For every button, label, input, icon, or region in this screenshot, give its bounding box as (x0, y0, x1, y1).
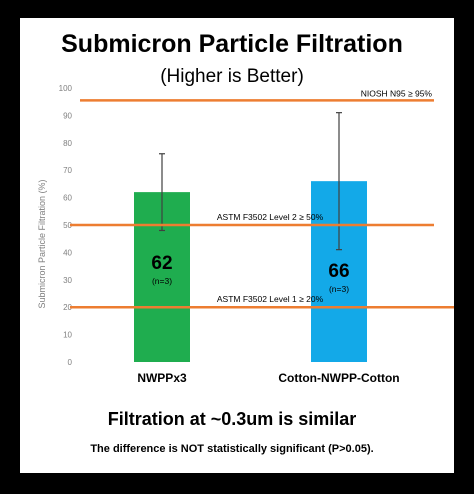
y-tick-label: 40 (63, 248, 72, 257)
y-tick-label: 100 (59, 84, 73, 93)
x-axis-categories: NWPPx3 Cotton-NWPP-Cotton (137, 371, 399, 385)
y-tick-label: 20 (63, 303, 72, 312)
annotation-similar: Filtration at ~0.3um is similar (108, 409, 357, 429)
data-label-n: (n=3) (329, 284, 349, 294)
error-bars (159, 112, 342, 251)
x-category-label: Cotton-NWPP-Cotton (278, 371, 399, 385)
chart-panel: Submicron Particle Filtration (Higher is… (20, 18, 454, 473)
chart-title: Submicron Particle Filtration (61, 30, 403, 58)
y-tick-label: 80 (63, 139, 72, 148)
data-label-value: 62 (151, 253, 172, 274)
x-category-label: NWPPx3 (137, 371, 187, 385)
reference-lines: NIOSH N95 ≥ 95% ASTM F3502 Level 2 ≥ 50% A… (70, 88, 454, 309)
y-tick-label: 10 (63, 331, 72, 340)
bar-chart: Submicron Particle Filtration (Higher is… (37, 30, 454, 455)
y-tick-label: 90 (63, 111, 72, 120)
chart-subtitle: (Higher is Better) (160, 66, 304, 87)
y-tick-label: 70 (63, 166, 72, 175)
y-tick-label: 0 (68, 358, 73, 367)
reference-line-label: NIOSH N95 ≥ 95% (361, 88, 433, 98)
y-tick-label: 30 (63, 276, 72, 285)
reference-line-label: ASTM F3502 Level 2 ≥ 50% (217, 212, 324, 222)
y-axis-label: Submicron Particle Filtration (%) (37, 179, 47, 308)
reference-line-label: ASTM F3502 Level 1 ≥ 20% (217, 294, 324, 304)
data-label-n: (n=3) (152, 276, 172, 286)
y-tick-label: 60 (63, 194, 72, 203)
y-tick-label: 50 (63, 221, 72, 230)
y-axis: 0 10 20 30 40 50 60 70 80 90 100 (59, 84, 73, 367)
bars (134, 181, 367, 362)
data-label-value: 66 (328, 261, 349, 282)
data-labels: 62 (n=3) 66 (n=3) (151, 253, 349, 294)
annotation-significance: The difference is NOT statistically sign… (90, 443, 373, 455)
